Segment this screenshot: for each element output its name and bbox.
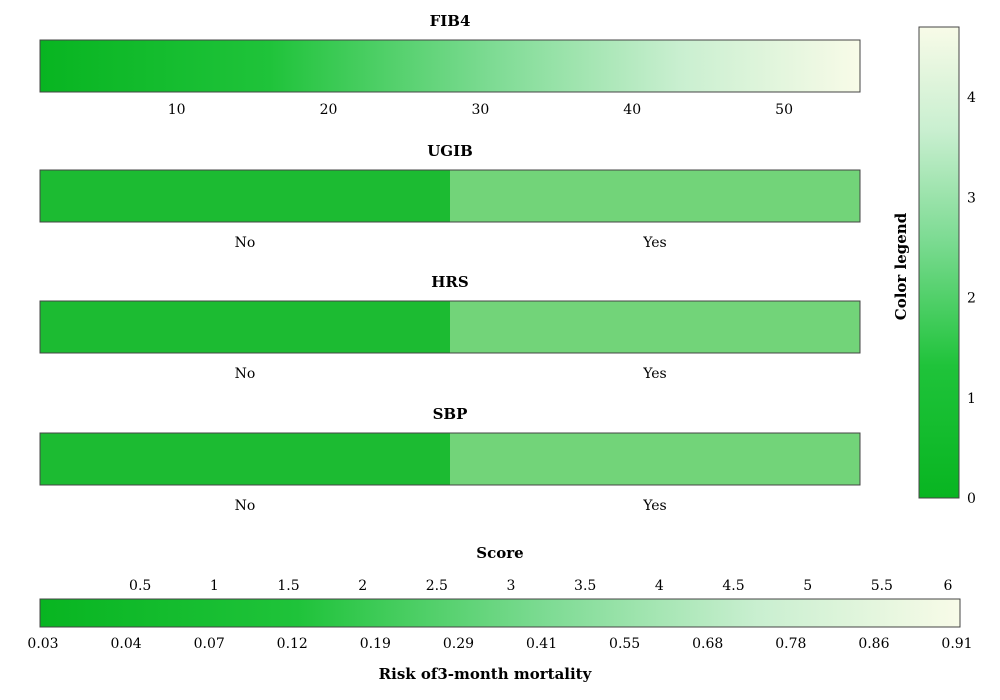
tick-label: 30 xyxy=(471,102,489,118)
row-hrs: HRS No Yes xyxy=(39,273,861,382)
row-title: UGIB xyxy=(427,142,473,160)
row-border xyxy=(39,169,861,223)
tick-label: 50 xyxy=(775,102,793,118)
risk-tick-label: 0.91 xyxy=(941,636,972,652)
score-tick-label: 0.5 xyxy=(129,578,151,594)
risk-tick-label: 0.68 xyxy=(692,636,723,652)
score-tick-label: 4 xyxy=(655,578,664,594)
risk-tick-label: 0.03 xyxy=(27,636,58,652)
tick-label: 40 xyxy=(623,102,641,118)
category-segment xyxy=(40,433,450,485)
legend-tick-label: 2 xyxy=(967,291,976,307)
color-legend-title: Color legend xyxy=(892,212,910,320)
row-sbp: SBP No Yes xyxy=(39,405,861,514)
category-segment xyxy=(450,170,860,222)
category-label: Yes xyxy=(642,498,667,514)
risk-tick-label: 0.29 xyxy=(443,636,474,652)
score-tick-label: 6 xyxy=(944,578,953,594)
score-tick-label: 1.5 xyxy=(277,578,299,594)
risk-tick-label: 0.41 xyxy=(526,636,557,652)
risk-tick-label: 0.78 xyxy=(775,636,806,652)
row-border xyxy=(39,300,861,354)
category-segment xyxy=(40,170,450,222)
category-segment xyxy=(450,433,860,485)
row-ugib: UGIB No Yes xyxy=(39,142,861,251)
risk-tick-label: 0.19 xyxy=(360,636,391,652)
row-border xyxy=(39,432,861,486)
score-tick-label: 1 xyxy=(210,578,219,594)
score-tick-label: 2.5 xyxy=(426,578,448,594)
category-segment xyxy=(450,301,860,353)
score-risk-bar xyxy=(39,598,961,628)
legend-tick-label: 1 xyxy=(967,391,976,407)
risk-tick-label: 0.55 xyxy=(609,636,640,652)
category-segment xyxy=(40,301,450,353)
category-label: Yes xyxy=(642,235,667,251)
risk-title: Risk of3-month mortality xyxy=(379,665,593,683)
score-title: Score xyxy=(476,544,523,562)
row-title: HRS xyxy=(431,273,468,291)
category-label: No xyxy=(235,366,256,382)
category-label: No xyxy=(235,498,256,514)
legend-tick-label: 4 xyxy=(967,90,976,106)
category-label: Yes xyxy=(642,366,667,382)
score-tick-label: 4.5 xyxy=(722,578,744,594)
risk-tick-label: 0.86 xyxy=(858,636,889,652)
row-fib4: FIB4 10 20 30 40 50 xyxy=(39,12,861,118)
score-tick-label: 3.5 xyxy=(574,578,596,594)
row-title: FIB4 xyxy=(430,12,471,30)
color-legend-bar xyxy=(918,26,960,499)
row-title: SBP xyxy=(433,405,468,423)
score-tick-label: 5.5 xyxy=(871,578,893,594)
score-tick-label: 2 xyxy=(358,578,367,594)
category-label: No xyxy=(235,235,256,251)
tick-label: 20 xyxy=(320,102,338,118)
row-bar xyxy=(39,39,861,93)
risk-tick-label: 0.07 xyxy=(194,636,225,652)
risk-tick-label: 0.04 xyxy=(111,636,142,652)
legend-tick-label: 3 xyxy=(967,190,976,206)
risk-tick-label: 0.12 xyxy=(277,636,308,652)
score-tick-label: 3 xyxy=(507,578,516,594)
score-tick-label: 5 xyxy=(803,578,812,594)
legend-tick-label: 0 xyxy=(967,491,976,507)
tick-label: 10 xyxy=(168,102,186,118)
